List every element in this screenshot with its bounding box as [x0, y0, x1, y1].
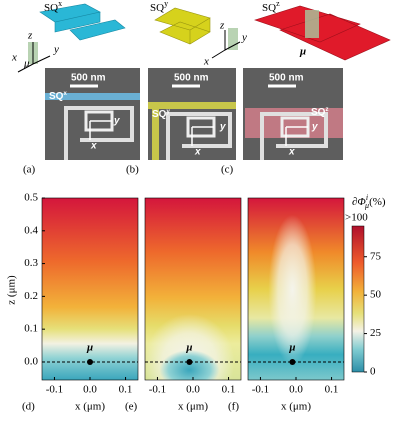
sq-sup: x — [63, 91, 67, 97]
x-tick-label: 0.0 — [289, 384, 303, 396]
sq-text: SQ — [49, 91, 64, 102]
panel-label: (f) — [228, 401, 239, 413]
heatmap — [145, 198, 241, 380]
x-tick-label: 0.0 — [83, 384, 97, 396]
sem-images — [45, 68, 343, 160]
panel-label: (e) — [125, 401, 138, 413]
sq-label: SQx — [44, 0, 62, 14]
y-tick-label: 0.4 — [24, 224, 38, 236]
axis-z: z — [219, 20, 225, 32]
sem-axis-y: y — [311, 122, 318, 133]
mu-label: μ — [185, 341, 192, 353]
sem-axis-x: x — [194, 147, 201, 158]
panel-label: (d) — [22, 401, 35, 413]
sq-text: SQ — [44, 2, 58, 14]
y-tick-label: 0.3 — [24, 257, 38, 269]
sem-sq-label: SQy — [152, 109, 170, 120]
mu-label: μ — [288, 341, 295, 353]
sq-text: SQ — [150, 2, 164, 14]
sem-axis-y: y — [113, 116, 120, 127]
dipole — [289, 358, 296, 365]
axis-x: x — [11, 52, 17, 64]
dipole — [87, 358, 93, 365]
mu-label: μ — [299, 46, 306, 58]
sq-label: SQz — [262, 0, 280, 14]
axis-z: z — [27, 30, 33, 42]
colorbar-top-label: >100 — [345, 212, 368, 224]
panel-label: (a) — [23, 164, 36, 176]
colorbar-tick-label: 75 — [370, 250, 382, 262]
sem-axis-y: y — [219, 122, 226, 133]
title-main: ∂Φ — [352, 196, 366, 208]
x-tick-label: 0.1 — [325, 384, 339, 396]
heatmap — [248, 198, 344, 380]
sq-sup: x — [58, 0, 62, 8]
x-tick-label: 0.0 — [186, 384, 200, 396]
field-plume — [268, 214, 317, 365]
mu-label: μ — [86, 341, 93, 353]
x-tick-label: 0.1 — [222, 384, 236, 396]
scale-bar-label: 500 nm — [71, 73, 106, 84]
sem-sq-label: SQz — [311, 107, 328, 118]
scale-bar-label: 500 nm — [174, 73, 209, 84]
sq-sup: y — [164, 0, 168, 8]
panel-label: (b) — [126, 164, 139, 176]
sq-text: SQ — [152, 109, 167, 120]
colorbar-title: ∂Φi μ(%) — [352, 193, 386, 210]
field-core — [159, 349, 220, 380]
heatmap-field — [42, 198, 138, 380]
dipole — [186, 358, 193, 365]
y-axis-label: z (μm) — [6, 275, 18, 305]
schematic — [17, 3, 391, 73]
x-tick-label: 0.1 — [119, 384, 133, 396]
colorbar — [351, 225, 365, 373]
sem-sq-label: SQx — [49, 91, 67, 102]
y-tick-label: 0.2 — [24, 290, 38, 302]
sq-sup: z — [325, 107, 328, 113]
sq-sup: y — [166, 109, 170, 115]
x-tick-label: -0.1 — [252, 384, 269, 396]
title-sup: i — [366, 193, 368, 202]
axis-y: y — [53, 44, 59, 56]
scale-bar-label: 500 nm — [269, 73, 304, 84]
colorbar-tick-label: 50 — [370, 289, 382, 301]
title-sub: μ — [364, 201, 369, 210]
mu-label: μ — [23, 58, 30, 70]
x-axis-label: x (μm) — [75, 401, 105, 413]
x-axis-label: x (μm) — [178, 401, 208, 413]
y-tick-label: 0.1 — [24, 323, 38, 335]
y-tick-label: 0.5 — [24, 192, 38, 204]
y-tick-label: 0.0 — [24, 355, 38, 367]
x-axis-label: x (μm) — [281, 401, 311, 413]
sq-text: SQ — [311, 107, 326, 118]
colorbar-tick-label: 25 — [370, 327, 382, 339]
title-unit: (%) — [369, 196, 386, 208]
colorbar-tick-label: 0 — [370, 366, 376, 378]
sq-label: SQy — [150, 0, 168, 14]
sq-text: SQ — [262, 2, 276, 14]
x-tick-label: -0.1 — [149, 384, 166, 396]
panel-label: (c) — [221, 164, 234, 176]
x-tick-label: -0.1 — [46, 384, 63, 396]
sem-axis-x: x — [90, 141, 97, 152]
axis-y: y — [241, 32, 247, 44]
heatmap — [42, 198, 138, 380]
sq-sup: z — [276, 0, 280, 8]
axis-x: x — [203, 56, 209, 68]
sem-axis-x: x — [288, 147, 295, 158]
